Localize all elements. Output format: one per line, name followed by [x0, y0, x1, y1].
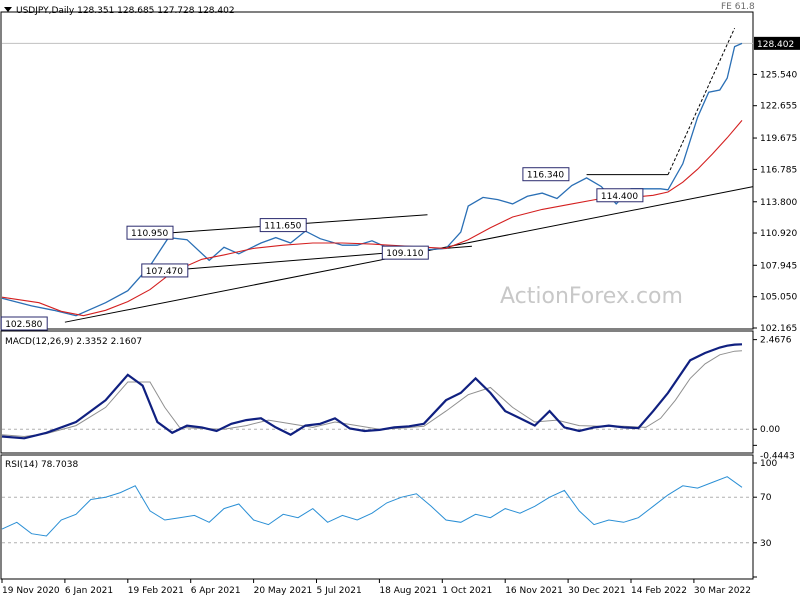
x-tick-label: 30 Dec 2021	[568, 586, 626, 596]
triangle-down-icon[interactable]	[4, 7, 12, 12]
annotation-box	[126, 225, 174, 240]
price-y-tick-label: 116.785	[760, 165, 797, 175]
x-tick-label: 30 Mar 2022	[694, 586, 751, 596]
current-price-label: 128.402	[757, 40, 794, 50]
rsi-title: RSI(14) 78.7038	[5, 460, 78, 470]
x-tick-label: 5 Jul 2021	[317, 586, 362, 596]
rsi-y-tick-label: 30	[760, 539, 772, 549]
fib-label: FE 61.8	[721, 2, 755, 12]
macd-y-tick-label: 0.00	[760, 425, 780, 435]
x-tick-label: 19 Feb 2021	[128, 586, 184, 596]
macd-panel-frame	[0, 330, 754, 454]
price-y-tick-label: 107.945	[760, 261, 797, 271]
current-price-box	[754, 36, 800, 50]
watermark: ActionForex.com	[500, 284, 683, 309]
rsi-panel-frame	[0, 454, 754, 580]
macd-line	[1, 343, 743, 440]
x-tick-label: 19 Nov 2020	[2, 586, 60, 596]
rsi-y-tick-label: 100	[760, 459, 777, 469]
annotation-label: 102.580	[5, 320, 42, 330]
annotation-box	[596, 188, 644, 203]
price-panel-frame	[0, 11, 754, 330]
annotation-label: 114.400	[601, 192, 638, 202]
x-tick-label: 20 May 2021	[254, 586, 313, 596]
macd-y-tick-label: -0.4443	[760, 451, 795, 461]
annotation-label: 109.110	[386, 249, 423, 259]
x-tick-label: 1 Oct 2021	[442, 586, 492, 596]
x-tick-label: 6 Apr 2021	[191, 586, 241, 596]
price-title: USDJPY,Daily 128.351 128.685 127.728 128…	[16, 6, 235, 16]
annotation-box	[259, 218, 307, 233]
annotation-box	[0, 316, 48, 331]
price-y-tick-label: 122.655	[760, 102, 797, 112]
annotation-box	[141, 263, 189, 278]
x-tick-label: 6 Jan 2021	[65, 586, 113, 596]
annotation-label: 111.650	[264, 222, 301, 232]
annotation-box	[381, 245, 429, 260]
annotation-label: 110.950	[131, 229, 168, 239]
price-y-tick-label: 102.165	[760, 324, 797, 334]
price-y-tick-label: 105.050	[760, 293, 797, 303]
projection-line	[667, 27, 736, 175]
macd-y-tick-label: 2.4676	[760, 336, 792, 346]
rsi-y-tick-label: 70	[760, 493, 772, 503]
x-tick-label: 14 Feb 2022	[631, 586, 687, 596]
price-y-tick-label: 110.920	[760, 229, 797, 239]
x-tick-label: 18 Aug 2021	[379, 586, 437, 596]
annotation-box	[522, 167, 570, 182]
annotation-label: 107.470	[146, 267, 183, 277]
macd-title: MACD(12,26,9) 2.3352 2.1607	[5, 337, 142, 347]
price-y-tick-label: 125.540	[760, 70, 797, 80]
signal-line	[1, 350, 743, 438]
rsi-line	[1, 476, 743, 537]
price-y-tick-label: 119.675	[760, 134, 797, 144]
x-tick-label: 16 Nov 2021	[505, 586, 563, 596]
price-y-tick-label: 113.800	[760, 198, 797, 208]
annotation-label: 116.340	[527, 171, 564, 181]
